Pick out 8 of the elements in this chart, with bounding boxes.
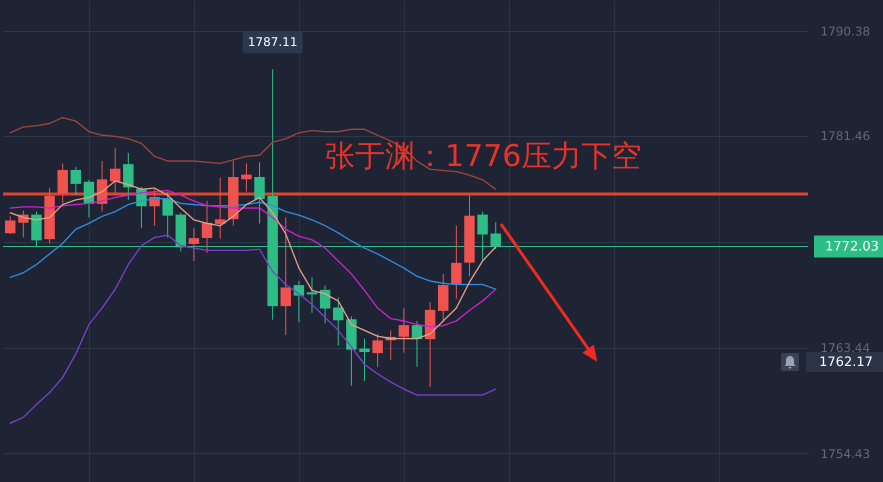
text: 1762.17 xyxy=(819,355,873,370)
y-tick-label: 1763.44 xyxy=(820,341,870,356)
y-tick-label: 1754.43 xyxy=(820,446,870,461)
y-tick-label: 1790.38 xyxy=(820,24,870,38)
annotation: 1787.11 xyxy=(248,35,298,50)
ref-line-label: 1772.03 xyxy=(825,240,879,255)
annotation: 张于渊：1776压力下空 xyxy=(325,139,642,174)
y-tick-label: 1781.46 xyxy=(820,129,870,144)
